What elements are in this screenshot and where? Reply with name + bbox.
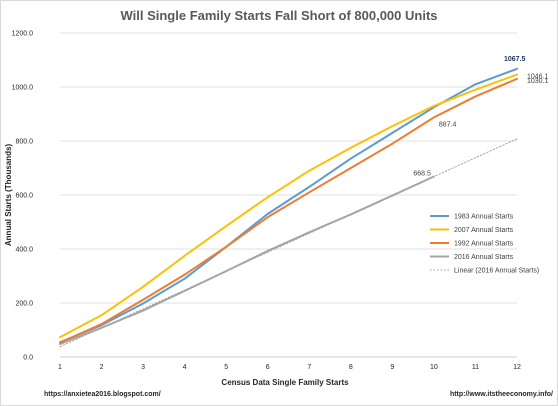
y-tick-label: 800.0 — [15, 139, 33, 146]
x-tick-label: 8 — [349, 364, 353, 371]
footer-left-url: https://anxietea2016.blogspot.com/ — [44, 391, 161, 398]
x-tick-label: 3 — [141, 364, 145, 371]
x-tick-label: 2 — [100, 364, 104, 371]
x-axis-title: Census Data Single Family Starts — [221, 378, 349, 387]
legend: 1983 Annual Starts 2007 Annual Starts 1992… — [430, 214, 539, 275]
x-tick-label: 5 — [224, 364, 228, 371]
x-tick-label: 4 — [183, 364, 187, 371]
series-line-2016-annual-starts — [59, 175, 435, 346]
legend-label: 2016 Annual Starts — [454, 254, 514, 261]
y-tick-labels: 0.0 200.0 400.0 600.0 800.0 1000.0 1200.0 — [12, 31, 34, 362]
data-label: 1067.5 — [504, 56, 526, 63]
x-tick-label: 1 — [58, 364, 62, 371]
legend-label: Linear (2016 Annual Starts) — [454, 268, 539, 275]
x-tick-label: 10 — [430, 364, 438, 371]
gridlines — [60, 32, 517, 304]
data-label: 668.5 — [413, 171, 431, 178]
chart-title: Will Single Family Starts Fall Short of … — [120, 8, 437, 23]
data-label: 1030.1 — [527, 78, 549, 85]
series-line-linear-2016-annual-starts — [59, 138, 518, 348]
y-axis-title: Annual Starts (Thousands) — [4, 144, 13, 247]
legend-label: 2007 Annual Starts — [454, 227, 514, 234]
y-tick-label: 600.0 — [15, 193, 33, 200]
x-tick-label: 7 — [307, 364, 311, 371]
y-tick-label: 200.0 — [15, 301, 33, 308]
x-tick-label: 9 — [390, 364, 394, 371]
legend-label: 1983 Annual Starts — [454, 214, 514, 221]
series-line-2007-annual-starts — [59, 73, 518, 339]
y-tick-label: 0.0 — [23, 355, 33, 362]
x-tick-label: 6 — [266, 364, 270, 371]
series-lines — [59, 67, 518, 348]
data-label: 887.4 — [439, 121, 457, 128]
x-tick-label: 12 — [513, 364, 521, 371]
x-tick-labels: 1 2 3 4 5 6 7 8 9 10 11 12 — [58, 364, 521, 371]
y-tick-label: 1000.0 — [12, 85, 34, 92]
data-label: 1046.1 — [527, 74, 549, 81]
legend-label: 1992 Annual Starts — [454, 241, 514, 248]
series-line-1992-annual-starts — [59, 77, 518, 344]
footer-right-url: http://www.itstheeconomy.info/ — [450, 391, 553, 398]
y-tick-label: 1200.0 — [12, 31, 34, 38]
y-tick-label: 400.0 — [15, 247, 33, 254]
x-tick-label: 11 — [472, 364, 479, 371]
